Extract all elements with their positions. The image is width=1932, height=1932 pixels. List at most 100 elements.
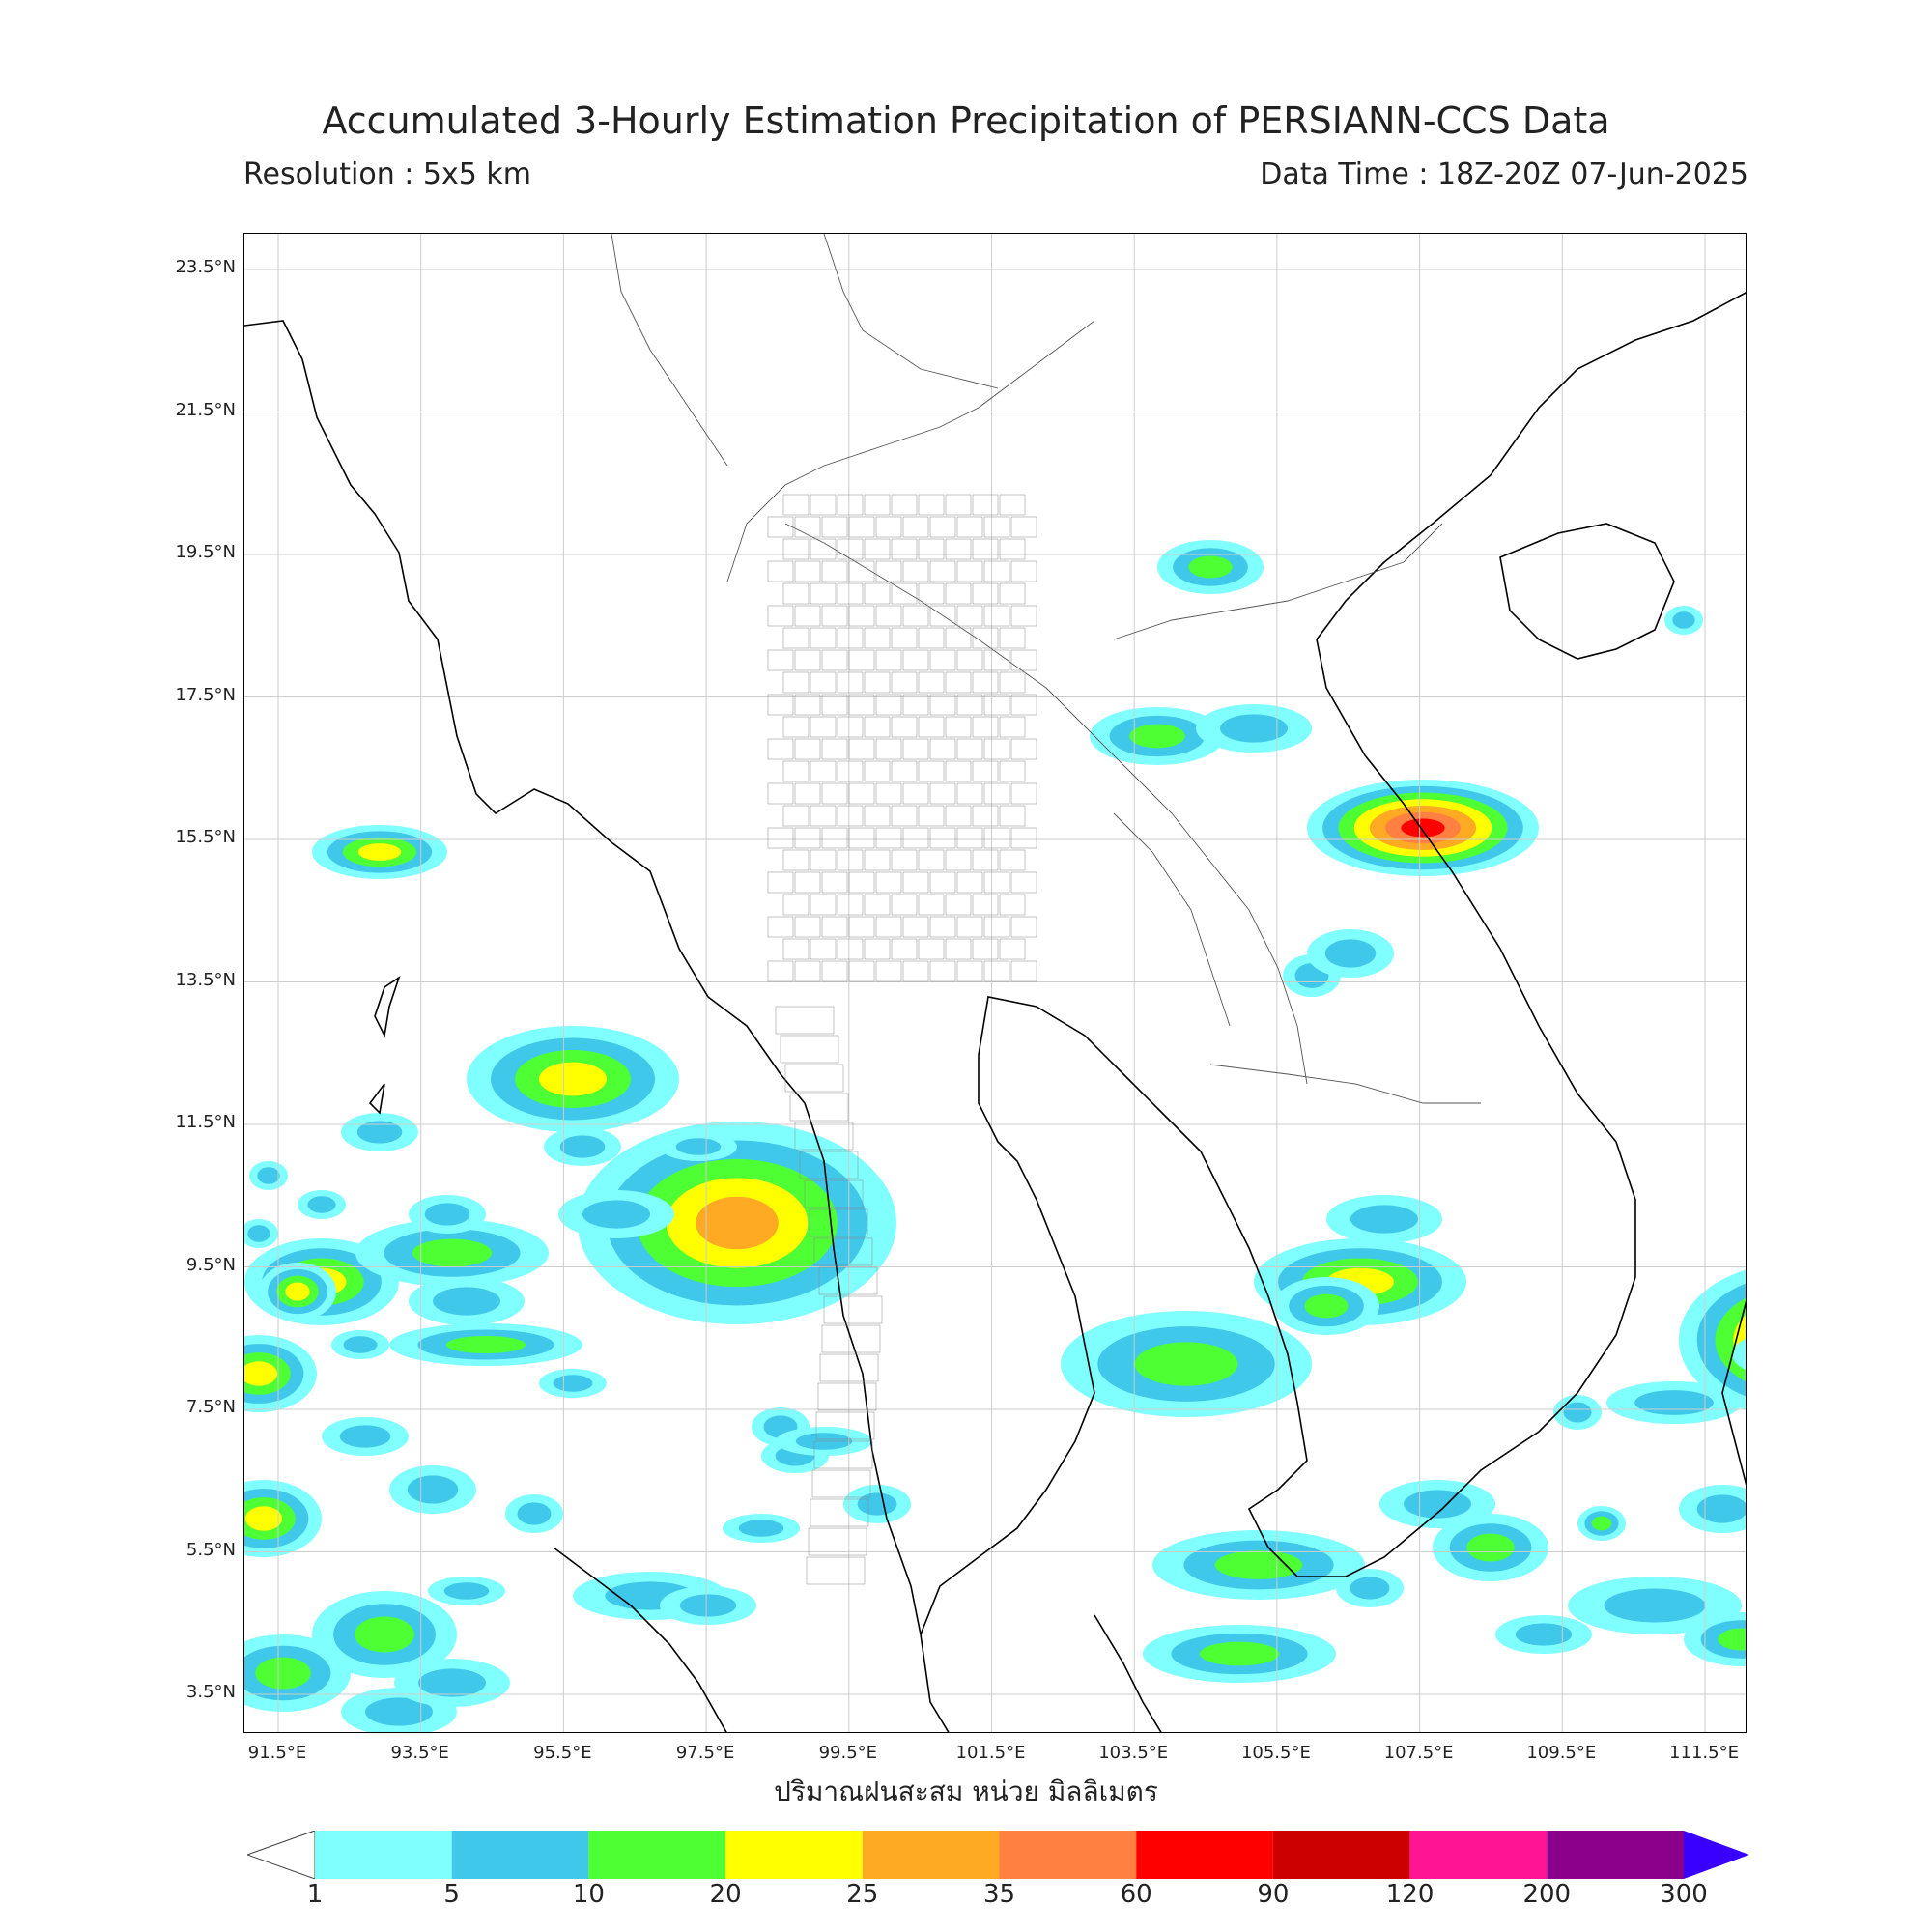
province-boundary [775,1006,835,1035]
province-boundary [875,516,902,538]
province-boundary [1010,960,1037,982]
province-boundary [810,1498,869,1527]
province-boundary [929,782,956,805]
province-boundary [999,671,1026,694]
province-boundary [945,582,972,605]
province-boundary [972,627,999,649]
rain-cell [365,1697,433,1726]
province-boundary [837,716,864,738]
rain-cell [1134,1342,1238,1386]
province-boundary [875,782,902,805]
province-boundary [1010,560,1037,582]
province-boundary [875,694,902,716]
country-border [784,523,1308,1085]
province-boundary [999,938,1026,960]
province-boundary [983,516,1010,538]
colorbar-tick-label: 1 [306,1880,324,1909]
coastline [1499,523,1675,660]
province-boundary [848,694,875,716]
province-boundary [837,894,864,916]
province-boundary [929,827,956,849]
province-boundary [891,938,918,960]
colorbar-segment [1547,1831,1684,1879]
province-boundary [804,1179,864,1208]
rain-cell [357,843,402,861]
province-boundary [1010,871,1037,894]
province-boundary [983,782,1010,805]
province-boundary [813,1237,873,1266]
province-boundary [818,1266,878,1295]
rain-cell [553,1375,593,1392]
province-boundary [864,538,891,560]
province-boundary [999,627,1026,649]
province-boundary [864,494,891,516]
colorbar-segment [1272,1831,1410,1879]
province-boundary [972,849,999,871]
rain-cell [1515,1623,1573,1646]
coastline [1200,292,1746,1577]
province-boundary [794,694,821,716]
rain-cell [517,1502,552,1525]
province-boundary [945,538,972,560]
province-boundary [891,538,918,560]
colorbar-tick-label: 200 [1522,1880,1572,1909]
rain-cell [679,1594,737,1617]
rain-cell [424,1203,470,1226]
country-border [1113,523,1443,640]
province-boundary [837,760,864,782]
province-boundary [956,560,983,582]
country-border [823,234,999,389]
province-boundary [794,560,821,582]
province-boundary [767,516,794,538]
province-boundary [983,827,1010,849]
colorbar-tick-label: 300 [1660,1880,1708,1909]
colorbar-over-arrow [1684,1831,1749,1879]
province-boundary [767,738,794,760]
colorbar-segment [1136,1831,1273,1879]
rain-cell [433,1287,500,1316]
province-boundary [848,560,875,582]
province-boundary [782,894,810,916]
province-boundary [891,494,918,516]
lat-tick-label: 19.5°N [175,542,236,562]
province-boundary [794,649,821,671]
province-boundary [956,605,983,627]
rain-cell [675,1138,722,1155]
rain-cell [307,1196,336,1213]
province-boundary [972,582,999,605]
province-boundary [891,627,918,649]
province-boundary [875,738,902,760]
province-boundary [956,738,983,760]
lon-tick-label: 91.5°E [247,1743,307,1763]
province-boundary [918,760,945,782]
lon-tick-label: 109.5°E [1526,1743,1597,1763]
province-boundary [821,516,848,538]
lat-tick-label: 3.5°N [185,1682,236,1702]
rain-cell [247,1225,270,1242]
province-boundary [983,916,1010,938]
province-boundary [983,871,1010,894]
rain-cell [285,1282,310,1301]
province-boundary [767,560,794,582]
rain-cell [1634,1390,1714,1415]
coastline [920,1634,950,1732]
rain-cell [1188,555,1233,579]
province-boundary [902,916,929,938]
rain-cell [1401,818,1445,838]
province-boundary [1010,516,1037,538]
province-boundary [945,805,972,827]
province-boundary [837,582,864,605]
rain-cell [1199,1641,1280,1666]
province-boundary [875,960,902,982]
province-boundary [864,894,891,916]
province-boundary [891,894,918,916]
province-boundary [810,538,837,560]
map-panel[interactable] [243,233,1747,1733]
province-boundary [837,805,864,827]
precipitation-layer [244,540,1746,1732]
province-boundary [810,671,837,694]
rain-cell [355,1616,414,1653]
province-boundary [999,894,1026,916]
province-boundary [810,716,837,738]
province-boundary [972,805,999,827]
